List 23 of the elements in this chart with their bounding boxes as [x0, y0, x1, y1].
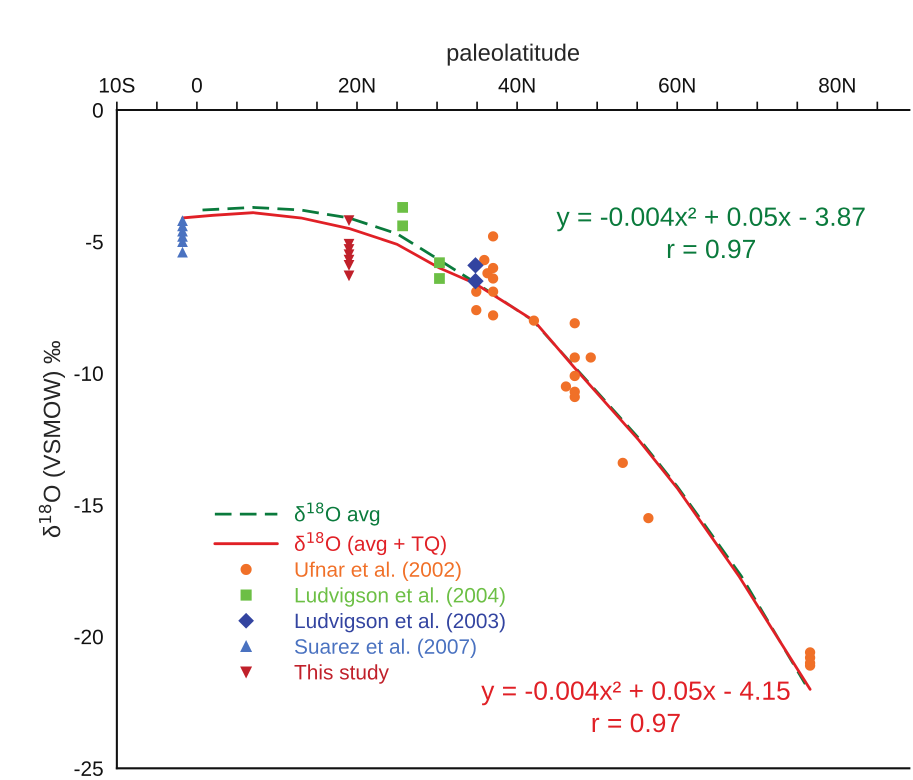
x-tick-label: 0 [192, 78, 202, 93]
x-tick-label: 40N [498, 78, 535, 93]
legend-label: δ$^{18}$O avg [294, 502, 380, 526]
legend-label: This study [294, 664, 389, 684]
annotation: y = -0.004x² + 0.05x - 4.15 r = 0.97 [481, 681, 790, 732]
x-tick-label: 10S [100, 78, 134, 93]
y-tick-label: 0 [92, 102, 103, 118]
x-tick-label: 80N [819, 78, 855, 93]
legend-label: Ludvigson et al. (2003) [296, 612, 505, 632]
annotation: y = -0.004x² + 0.05x - 3.87 r = 0.97 [556, 207, 865, 258]
x-tick-label: 60N [659, 78, 695, 93]
y-tick-label: -15 [74, 498, 103, 513]
y-tick-label: -10 [74, 366, 103, 382]
x-axis-title: paleolatitude [448, 44, 580, 66]
legend-label: δ$^{18}$O (avg + TQ) [294, 532, 446, 556]
legend-label: Suarez et al. (2007) [294, 638, 476, 658]
y-tick-label: -25 [74, 761, 103, 776]
y-axis-title: δ$^{18}$O (VSMOW) ‰ [38, 341, 65, 538]
y-tick-label: -20 [74, 630, 103, 644]
x-tick-label: 20N [338, 78, 374, 93]
legend-label: Ufnar et al. (2002) [296, 562, 461, 582]
y-tick-label: -5 [86, 234, 103, 250]
legend-label: Ludvigson et al. (2004) [296, 587, 505, 607]
